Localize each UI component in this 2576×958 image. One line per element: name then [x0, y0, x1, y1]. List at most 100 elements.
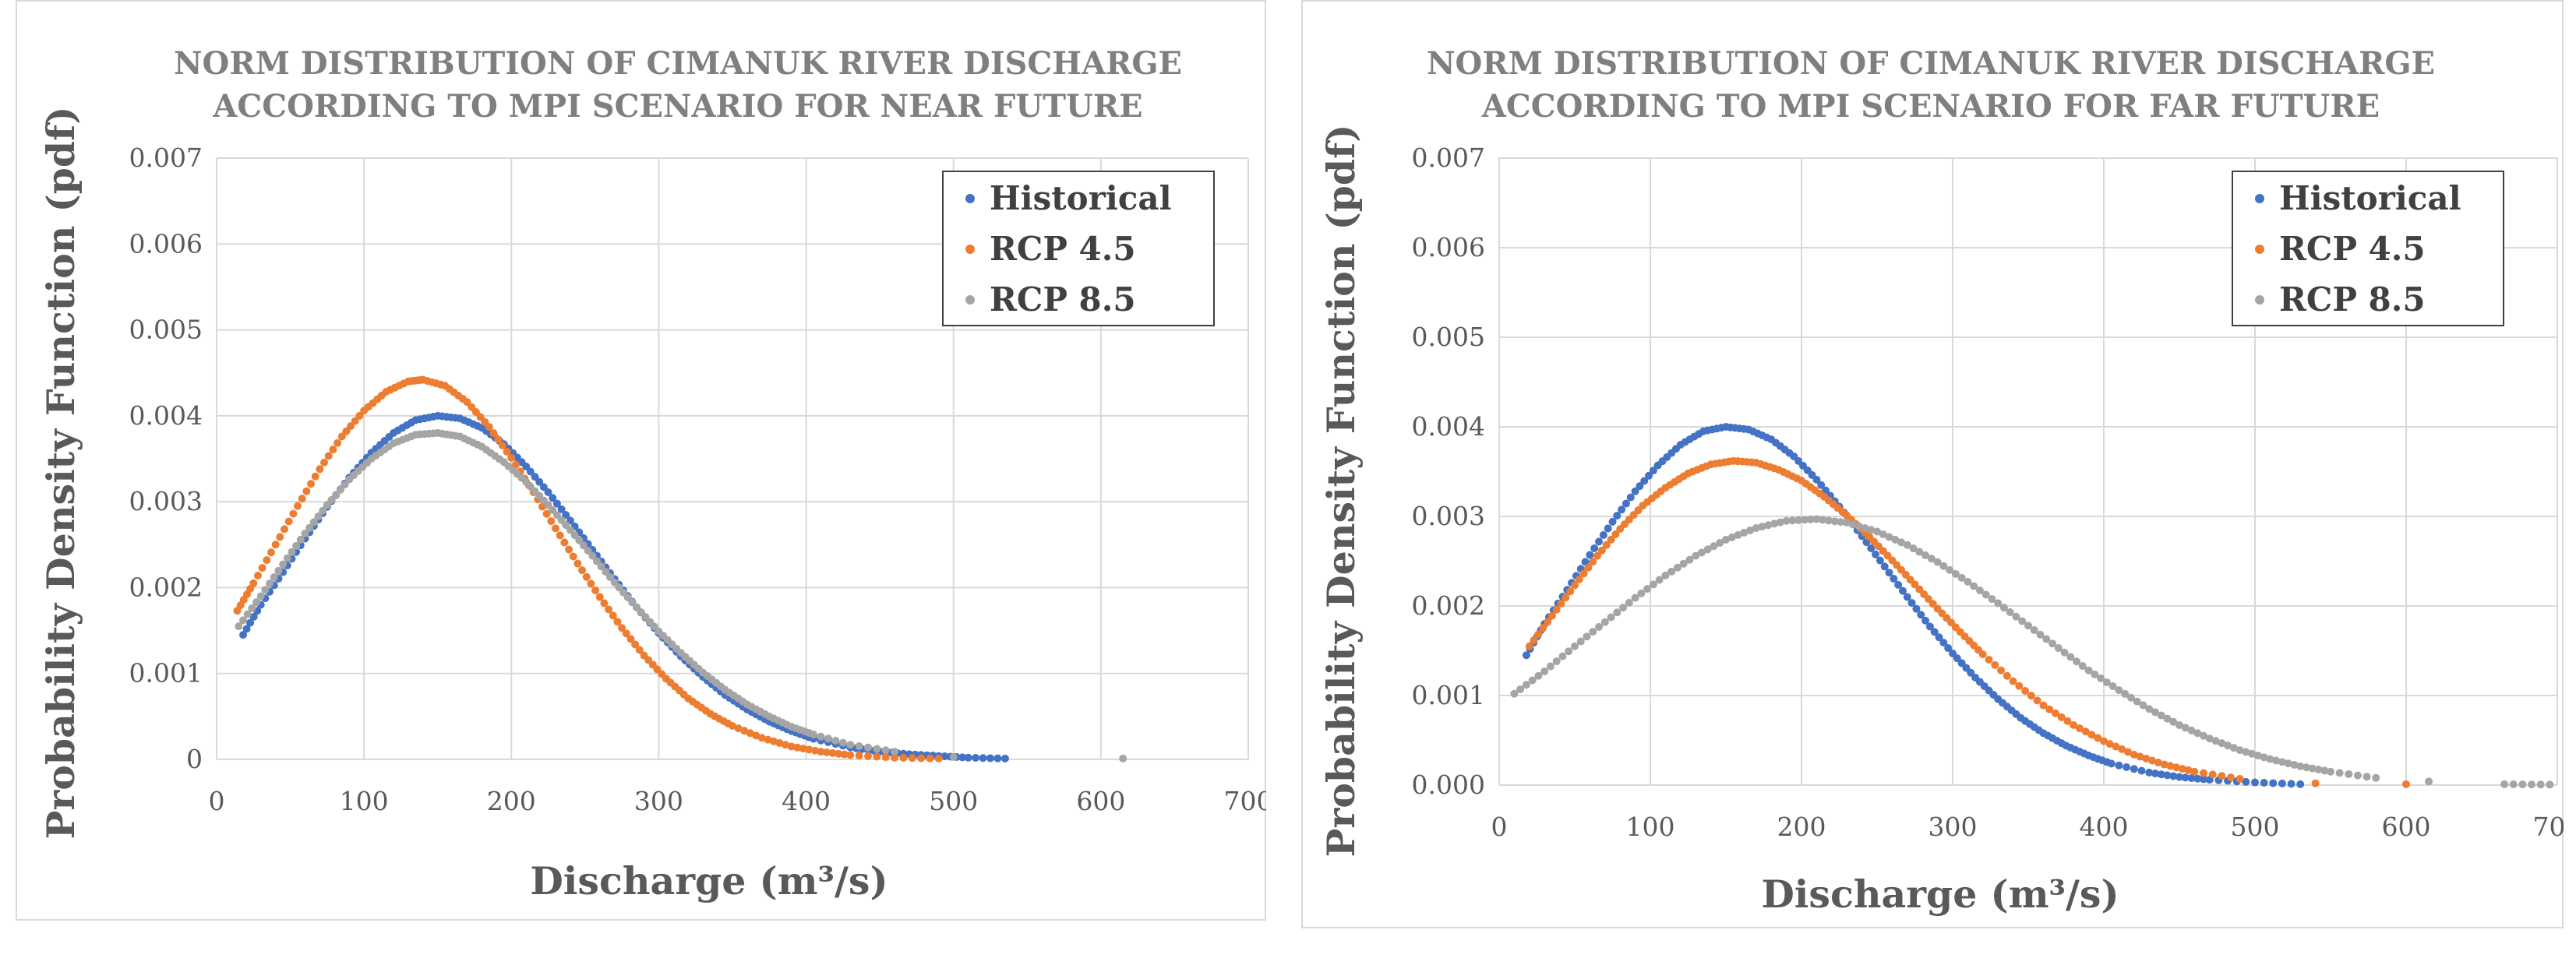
- data-point-historical: [2163, 771, 2172, 780]
- data-point-rcp85: [2509, 780, 2518, 788]
- data-point-rcp85: [1516, 685, 1525, 693]
- data-point-rcp45: [1525, 642, 1533, 650]
- data-point-historical: [1894, 580, 1903, 589]
- data-point-rcp45: [556, 531, 564, 540]
- data-point-rcp85: [1552, 657, 1561, 666]
- data-point-rcp45: [2208, 770, 2217, 779]
- legend-box: [942, 171, 1215, 326]
- x-tick-label: 600: [2382, 812, 2431, 842]
- data-point-historical: [940, 752, 949, 761]
- data-point-rcp85: [2060, 648, 2069, 657]
- data-point-historical: [1921, 616, 1930, 625]
- y-tick-label: 0.006: [129, 228, 203, 259]
- data-point-historical: [2181, 773, 2190, 782]
- data-point-rcp45: [582, 572, 591, 581]
- data-point-rcp85: [1703, 545, 1712, 554]
- data-point-rcp85: [566, 526, 574, 534]
- data-point-rcp45: [494, 435, 503, 444]
- data-point-historical: [1903, 593, 1911, 601]
- data-point-rcp85: [1927, 555, 1936, 563]
- data-point-rcp85: [2218, 739, 2226, 748]
- data-point-rcp45: [569, 552, 577, 561]
- data-point-rcp45: [855, 752, 863, 760]
- data-point-rcp45: [787, 742, 796, 751]
- data-point-historical: [1621, 499, 1630, 508]
- data-point-rcp45: [2033, 696, 2041, 705]
- data-point-historical: [2151, 770, 2159, 778]
- data-point-rcp85: [2181, 724, 2190, 732]
- data-point-rcp85: [1891, 535, 1900, 544]
- data-point-rcp85: [864, 743, 873, 752]
- data-point-rcp85: [1540, 667, 1549, 675]
- data-point-rcp45: [591, 586, 600, 594]
- data-point-rcp45: [2160, 760, 2168, 769]
- legend: Historical RCP 4.5 RCP 8.5: [942, 171, 1215, 326]
- data-point-rcp85: [2084, 666, 2093, 674]
- data-point-rcp85: [1734, 530, 1742, 539]
- data-point-rcp85: [1957, 573, 1966, 582]
- data-point-rcp85: [2102, 678, 2111, 686]
- data-point-rcp45: [587, 579, 595, 588]
- data-point-rcp85: [2327, 767, 2334, 776]
- data-point-rcp85: [2115, 686, 2123, 695]
- data-point-rcp85: [1643, 585, 1652, 593]
- data-point-rcp85: [2054, 644, 2063, 653]
- data-point-rcp85: [1607, 613, 1615, 622]
- data-point-rcp45: [1611, 530, 1620, 538]
- data-point-historical: [2169, 772, 2178, 780]
- data-point-rcp45: [908, 754, 916, 763]
- data-point-historical: [246, 618, 255, 627]
- x-axis-label: Discharge (m³/s): [530, 858, 887, 903]
- data-point-rcp45: [891, 753, 899, 762]
- legend-label-historical: Historical: [990, 179, 1172, 217]
- data-point-rcp45: [2015, 682, 2024, 690]
- data-point-rcp85: [2278, 758, 2286, 766]
- chart-panel-far-future: NORM DISTRIBUTION OF CIMANUK RIVER DISCH…: [1301, 0, 2564, 958]
- data-point-rcp85: [1722, 535, 1730, 544]
- data-point-historical: [552, 499, 561, 508]
- legend-box: [2232, 171, 2504, 326]
- data-point-rcp85: [1679, 559, 1688, 568]
- data-point-historical: [1885, 569, 1893, 577]
- data-point-rcp85: [552, 511, 561, 520]
- data-point-historical: [1907, 599, 1916, 608]
- data-point-rcp85: [570, 531, 579, 540]
- data-point-historical: [2242, 777, 2250, 786]
- data-point-rcp85: [544, 501, 552, 509]
- data-point-rcp45: [311, 472, 319, 481]
- data-point-rcp45: [626, 635, 635, 643]
- data-point-rcp85: [2169, 717, 2178, 726]
- data-point-rcp45: [463, 398, 471, 407]
- data-point-rcp85: [2302, 763, 2310, 772]
- data-point-rcp45: [2021, 687, 2030, 696]
- data-point-rcp85: [2018, 617, 2027, 625]
- data-point-rcp85: [1631, 593, 1639, 602]
- data-point-rcp45: [271, 541, 280, 549]
- data-point-rcp85: [1697, 548, 1706, 557]
- data-point-rcp85: [949, 752, 958, 761]
- data-point-rcp85: [2500, 780, 2509, 788]
- x-tick-label: 400: [782, 786, 831, 816]
- data-point-rcp85: [1746, 526, 1755, 534]
- data-point-rcp85: [305, 523, 314, 532]
- data-point-rcp85: [327, 495, 336, 504]
- data-point-rcp45: [881, 753, 890, 762]
- data-point-historical: [535, 477, 544, 486]
- data-point-rcp85: [2036, 630, 2045, 639]
- data-point-rcp45: [302, 487, 311, 495]
- data-point-rcp45: [734, 724, 743, 733]
- data-point-rcp85: [1812, 515, 1821, 523]
- data-point-rcp85: [2363, 773, 2371, 781]
- data-point-rcp45: [2094, 734, 2102, 742]
- data-point-rcp45: [1978, 650, 1987, 659]
- data-point-rcp45: [757, 734, 766, 742]
- chart-far-future: NORM DISTRIBUTION OF CIMANUK RIVER DISCH…: [1301, 0, 2564, 928]
- data-point-rcp45: [2184, 766, 2193, 774]
- data-point-rcp45: [2136, 752, 2144, 761]
- data-point-rcp85: [332, 491, 341, 499]
- data-point-rcp85: [2260, 753, 2268, 762]
- data-point-rcp45: [253, 571, 262, 579]
- data-point-rcp85: [2091, 670, 2099, 678]
- data-point-rcp85: [2139, 701, 2147, 710]
- data-point-rcp85: [296, 535, 305, 544]
